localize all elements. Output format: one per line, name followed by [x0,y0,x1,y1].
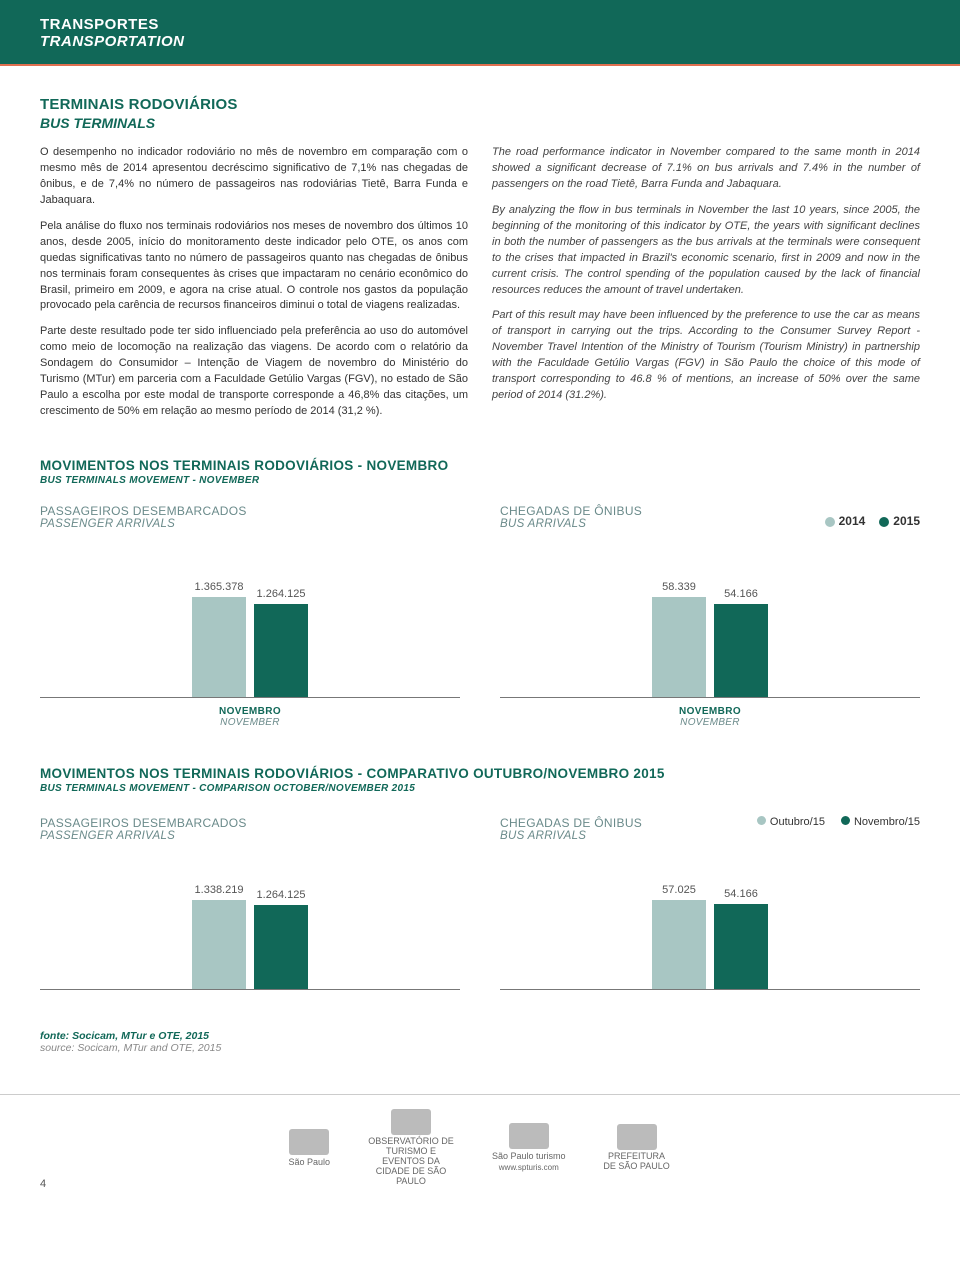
bar-value-label: 1.338.219 [195,884,244,896]
legend-item: Novembro/15 [841,816,920,828]
chart-label-pt: PASSAGEIROS DESEMBARCADOS [40,816,460,830]
bar-value-label: 58.339 [662,581,696,593]
body-pt-p2: Pela análise do fluxo nos terminais rodo… [40,219,468,315]
bar: 1.338.219 [192,900,246,989]
bar: 57.025 [652,900,706,989]
bar-chart: 1.365.3781.264.125 [40,558,460,698]
chart-label-pt: CHEGADAS DE ÔNIBUS [500,816,642,830]
section1-chart-right: CHEGADAS DE ÔNIBUS BUS ARRIVALS 2014 201… [500,504,920,728]
source-note: fonte: Socicam, MTur e OTE, 2015 source:… [40,1030,920,1054]
section1-title-pt: MOVIMENTOS NOS TERMINAIS RODOVIÁRIOS - N… [40,458,920,473]
page-number: 4 [40,1178,46,1190]
body-en: The road performance indicator in Novemb… [492,145,920,430]
body-en-p2: By analyzing the flow in bus terminals i… [492,203,920,299]
legend-item: Outubro/15 [757,816,825,828]
section-heading: TERMINAIS RODOVIÁRIOS BUS TERMINALS [40,96,920,131]
chart-label-pt: CHEGADAS DE ÔNIBUS [500,504,642,518]
chart-label-pt: PASSAGEIROS DESEMBARCADOS [40,504,460,518]
section1-charts: PASSAGEIROS DESEMBARCADOS PASSENGER ARRI… [40,504,920,728]
xaxis-label: NOVEMBRO NOVEMBER [40,706,460,728]
bar: 1.365.378 [192,597,246,697]
bar-value-label: 57.025 [662,884,696,896]
section1-title-en: BUS TERMINALS MOVEMENT - NOVEMBER [40,475,920,486]
body-en-p3: Part of this result may have been influe… [492,308,920,404]
chart-label-en: PASSENGER ARRIVALS [40,518,460,530]
legend: Outubro/15 Novembro/15 [757,816,920,828]
body-pt-p3: Parte deste resultado pode ter sido infl… [40,324,468,420]
bar: 58.339 [652,597,706,697]
bar-chart: 58.33954.166 [500,558,920,698]
body-columns: O desempenho no indicador rodoviário no … [40,145,920,430]
heading-pt: TERMINAIS RODOVIÁRIOS [40,96,920,113]
bar-value-label: 54.166 [724,888,758,900]
body-en-p1: The road performance indicator in Novemb… [492,145,920,193]
bar: 1.264.125 [254,905,308,989]
bar-value-label: 54.166 [724,588,758,600]
logo-spturismo: São Paulo turismowww.spturis.com [492,1123,566,1172]
section2-title-pt: MOVIMENTOS NOS TERMINAIS RODOVIÁRIOS - C… [40,766,920,781]
logo-prefeitura: PREFEITURA DE SÃO PAULO [602,1124,672,1172]
section2-charts: PASSAGEIROS DESEMBARCADOS PASSENGER ARRI… [40,816,920,990]
bar-value-label: 1.365.378 [195,581,244,593]
section1-chart-left: PASSAGEIROS DESEMBARCADOS PASSENGER ARRI… [40,504,460,728]
fonte-pt: fonte: Socicam, MTur e OTE, 2015 [40,1030,920,1042]
bar: 1.264.125 [254,604,308,697]
bar: 54.166 [714,904,768,989]
bar-chart: 1.338.2191.264.125 [40,870,460,990]
header-banner: TRANSPORTES TRANSPORTATION [0,0,960,66]
legend: 2014 2015 [825,514,920,528]
fonte-en: source: Socicam, MTur and OTE, 2015 [40,1042,920,1054]
legend-item: 2015 [879,514,920,528]
bar-value-label: 1.264.125 [257,889,306,901]
legend-item: 2014 [825,514,866,528]
section2-chart-right: CHEGADAS DE ÔNIBUS BUS ARRIVALS Outubro/… [500,816,920,990]
chart-label-en: BUS ARRIVALS [500,518,642,530]
bar-chart: 57.02554.166 [500,870,920,990]
footer-logos: São Paulo OBSERVATÓRIO DE TURISMO E EVEN… [0,1094,960,1206]
banner-title-en: TRANSPORTATION [40,33,920,50]
section2-title-en: BUS TERMINALS MOVEMENT - COMPARISON OCTO… [40,783,920,794]
bar-value-label: 1.264.125 [257,588,306,600]
bar: 54.166 [714,604,768,697]
chart-label-en: BUS ARRIVALS [500,830,642,842]
chart-label-en: PASSENGER ARRIVALS [40,830,460,842]
logo-saopaulo: São Paulo [288,1129,330,1167]
section2-chart-left: PASSAGEIROS DESEMBARCADOS PASSENGER ARRI… [40,816,460,990]
heading-en: BUS TERMINALS [40,115,920,131]
logo-observatorio: OBSERVATÓRIO DE TURISMO E EVENTOS DA CID… [366,1109,456,1186]
body-pt: O desempenho no indicador rodoviário no … [40,145,468,430]
xaxis-label: NOVEMBRO NOVEMBER [500,706,920,728]
banner-title-pt: TRANSPORTES [40,16,920,33]
body-pt-p1: O desempenho no indicador rodoviário no … [40,145,468,209]
